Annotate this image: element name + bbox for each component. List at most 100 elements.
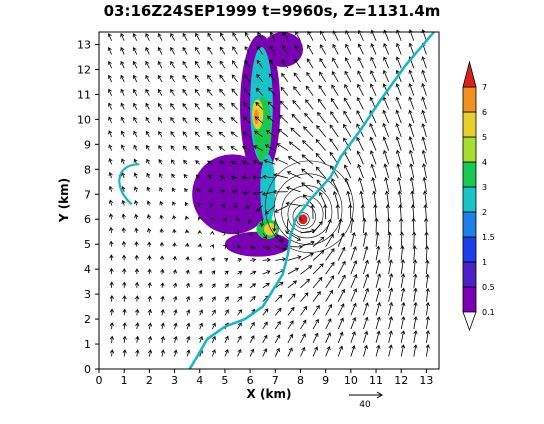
wind-vector-441 bbox=[337, 218, 343, 234]
wind-vector-603 bbox=[425, 301, 430, 316]
wind-vector-465 bbox=[350, 217, 355, 234]
field-blob-1 bbox=[192, 154, 273, 235]
wind-vector-336 bbox=[287, 347, 293, 357]
wind-vector-561 bbox=[399, 217, 404, 233]
wind-vector-390 bbox=[312, 263, 324, 275]
wind-vector-251 bbox=[233, 203, 238, 208]
wind-vector-142 bbox=[170, 46, 175, 55]
wind-vector-147 bbox=[186, 309, 191, 316]
wind-vector-467 bbox=[346, 190, 352, 206]
wind-vector-301 bbox=[252, 175, 263, 180]
wind-vector-73 bbox=[147, 335, 153, 343]
wind-vector-55 bbox=[134, 254, 139, 261]
wind-vector-2 bbox=[109, 322, 115, 330]
wind-vector-61 bbox=[133, 172, 138, 179]
wind-vector-209 bbox=[206, 117, 213, 124]
wind-vector-388 bbox=[312, 290, 321, 302]
wind-vector-618 bbox=[421, 96, 427, 110]
wind-vector-589 bbox=[409, 163, 415, 179]
wind-vector-83 bbox=[146, 200, 151, 206]
wind-vector-370 bbox=[298, 216, 303, 221]
wind-vector-264 bbox=[249, 348, 255, 357]
wind-vector-111 bbox=[158, 145, 163, 151]
wind-vector-404 bbox=[306, 71, 314, 83]
wind-vector-609 bbox=[423, 217, 429, 233]
wind-vector-499 bbox=[357, 83, 364, 96]
wind-vector-361 bbox=[300, 333, 306, 343]
wind-vector-295 bbox=[262, 257, 271, 263]
wind-vector-389 bbox=[312, 276, 323, 289]
wind-vector-102 bbox=[160, 268, 165, 275]
wind-vector-299 bbox=[256, 205, 263, 212]
wind-vector-217 bbox=[224, 335, 229, 343]
wind-vector-433 bbox=[337, 331, 344, 343]
wind-vector-392 bbox=[312, 236, 325, 247]
wind-vector-452 bbox=[331, 71, 339, 83]
colorbar-label-8: 6 bbox=[482, 108, 487, 117]
wind-vector-148 bbox=[186, 295, 191, 302]
wind-vector-139 bbox=[170, 88, 175, 96]
wind-vector-131 bbox=[172, 201, 177, 206]
wind-vector-52 bbox=[134, 295, 140, 302]
wind-vector-78 bbox=[147, 268, 152, 275]
wind-vector-333 bbox=[269, 59, 276, 69]
wind-vector-231 bbox=[218, 146, 226, 151]
wind-vector-59 bbox=[134, 200, 139, 206]
wind-vector-53 bbox=[134, 281, 140, 288]
wind-vector-187 bbox=[194, 88, 201, 96]
wind-vector-309 bbox=[256, 59, 264, 69]
wind-vector-297 bbox=[262, 232, 268, 240]
wind-vector-48 bbox=[135, 349, 140, 357]
wind-vector-259 bbox=[231, 88, 238, 96]
wind-vector-196 bbox=[211, 296, 216, 302]
wind-vector-91 bbox=[145, 88, 150, 96]
wind-vector-483 bbox=[363, 302, 369, 316]
y-axis-label: Y (km) bbox=[57, 178, 71, 223]
wind-vector-24 bbox=[122, 349, 127, 357]
wind-vector-72 bbox=[147, 349, 153, 357]
wind-vector-555 bbox=[400, 301, 406, 316]
wind-vector-79 bbox=[147, 255, 152, 261]
wind-vector-537 bbox=[386, 217, 391, 233]
wind-vector-260 bbox=[231, 74, 238, 83]
wind-vector-35 bbox=[121, 199, 126, 206]
wind-vector-596 bbox=[408, 69, 415, 83]
wind-vector-619 bbox=[421, 83, 427, 96]
y-tick-label-0: 0 bbox=[84, 363, 91, 376]
wind-vector-47 bbox=[120, 33, 125, 41]
wind-vector-30 bbox=[122, 268, 127, 275]
wind-vector-314 bbox=[274, 320, 281, 330]
wind-vector-360 bbox=[300, 346, 306, 357]
x-tick-label-5: 5 bbox=[221, 374, 228, 387]
wind-vector-190 bbox=[195, 46, 201, 55]
wind-vector-116 bbox=[157, 74, 163, 83]
wind-vector-58 bbox=[134, 213, 139, 220]
wind-vector-199 bbox=[210, 257, 215, 262]
wind-vector-466 bbox=[348, 204, 353, 220]
wind-vector-118 bbox=[157, 46, 163, 55]
wind-vector-43 bbox=[120, 88, 125, 96]
wind-vector-614 bbox=[421, 149, 427, 165]
wind-vector-186 bbox=[194, 103, 201, 110]
wind-vector-571 bbox=[395, 83, 402, 96]
wind-vector-67 bbox=[132, 88, 138, 96]
y-tick-label-7: 7 bbox=[84, 188, 91, 201]
wind-vector-40 bbox=[120, 130, 125, 138]
wind-vector-564 bbox=[396, 176, 402, 192]
wind-vector-167 bbox=[182, 32, 188, 41]
wind-vector-486 bbox=[363, 259, 369, 275]
wind-vector-174 bbox=[198, 269, 203, 275]
wind-vector-18 bbox=[108, 102, 112, 110]
wind-vector-378 bbox=[292, 99, 301, 110]
wind-vector-578 bbox=[413, 316, 418, 330]
wind-vector-27 bbox=[122, 308, 127, 316]
wind-vector-213 bbox=[207, 60, 213, 69]
wind-vector-279 bbox=[241, 145, 251, 151]
wind-vector-493 bbox=[357, 163, 364, 179]
contour-4 bbox=[273, 173, 343, 245]
wind-vector-227 bbox=[221, 203, 226, 208]
wind-vector-330 bbox=[267, 101, 276, 110]
wind-vector-500 bbox=[357, 70, 364, 83]
wind-vector-192 bbox=[211, 349, 216, 357]
wind-vector-401 bbox=[304, 112, 314, 124]
